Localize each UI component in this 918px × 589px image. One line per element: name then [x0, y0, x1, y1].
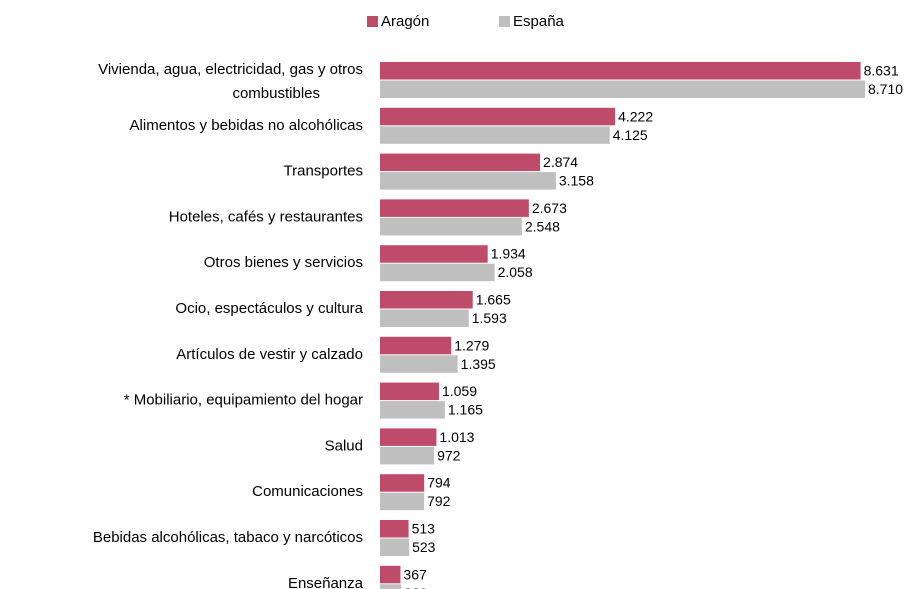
value-label: 513: [412, 520, 436, 536]
bar: [380, 126, 610, 144]
bar: [380, 584, 402, 589]
value-label: 1.934: [491, 246, 526, 262]
category-label: Transportes: [284, 163, 363, 180]
value-label: 1.059: [442, 383, 477, 399]
value-label: 3.158: [559, 173, 594, 189]
value-label: 1.395: [461, 356, 496, 372]
legend-swatch: [499, 16, 510, 27]
bar: [380, 382, 439, 401]
value-label: 4.125: [613, 127, 648, 143]
bar: [380, 107, 616, 126]
value-label: 1.593: [472, 310, 507, 326]
value-label: 792: [427, 493, 451, 509]
category-label: Hoteles, cafés y restaurantes: [169, 208, 363, 225]
bar: [380, 309, 469, 327]
value-label: 523: [412, 539, 436, 555]
category-label: Salud: [325, 437, 363, 454]
value-label: 1.665: [476, 291, 511, 307]
value-label: 2.874: [543, 154, 578, 170]
category-label: Ocio, espectáculos y cultura: [175, 300, 363, 317]
bar: [380, 217, 522, 236]
category-label-line: combustibles: [232, 85, 320, 102]
value-label: 1.279: [454, 337, 489, 353]
bar: [380, 428, 437, 446]
value-label: 8.631: [864, 62, 899, 78]
bar: [380, 80, 865, 98]
legend-label: Aragón: [381, 13, 429, 30]
category-label: Alimentos y bebidas no alcohólicas: [130, 117, 363, 134]
bar: [380, 401, 445, 419]
value-label: 8.710: [868, 81, 903, 97]
value-label: 2.058: [498, 264, 533, 280]
bar: [380, 62, 861, 80]
category-label: Otros bienes y servicios: [204, 254, 363, 271]
value-label: 794: [427, 475, 451, 491]
bar: [380, 199, 529, 217]
bar: [380, 336, 452, 355]
bar: [380, 492, 425, 511]
category-label: Comunicaciones: [252, 483, 363, 500]
bar: [380, 565, 401, 584]
category-label: Vivienda, agua, electricidad, gas y otro…: [98, 61, 363, 102]
category-label: Enseñanza: [288, 575, 364, 589]
value-label: 367: [403, 566, 427, 582]
bar: [380, 520, 409, 538]
bar: [380, 153, 541, 172]
bar: [380, 538, 410, 556]
category-label-line: Vivienda, agua, electricidad, gas y otro…: [98, 61, 363, 78]
bar: [380, 245, 488, 263]
value-label: 2.548: [525, 218, 560, 234]
value-label: 1.165: [448, 402, 483, 418]
legend-swatch: [367, 16, 378, 27]
category-label: * Mobiliario, equipamiento del hogar: [124, 392, 363, 409]
value-label: 972: [437, 447, 461, 463]
bar: [380, 446, 435, 465]
value-label: 380: [404, 585, 428, 589]
category-label: Artículos de vestir y calzado: [176, 346, 363, 363]
bar: [380, 172, 556, 190]
value-label: 1.013: [439, 429, 474, 445]
bar: [380, 291, 473, 309]
bar: [380, 355, 458, 373]
value-label: 4.222: [618, 108, 653, 124]
bar: [380, 263, 495, 282]
value-label: 2.673: [532, 200, 567, 216]
legend-label: España: [513, 13, 565, 30]
category-label: Bebidas alcohólicas, tabaco y narcóticos: [93, 529, 363, 546]
bar: [380, 474, 425, 492]
